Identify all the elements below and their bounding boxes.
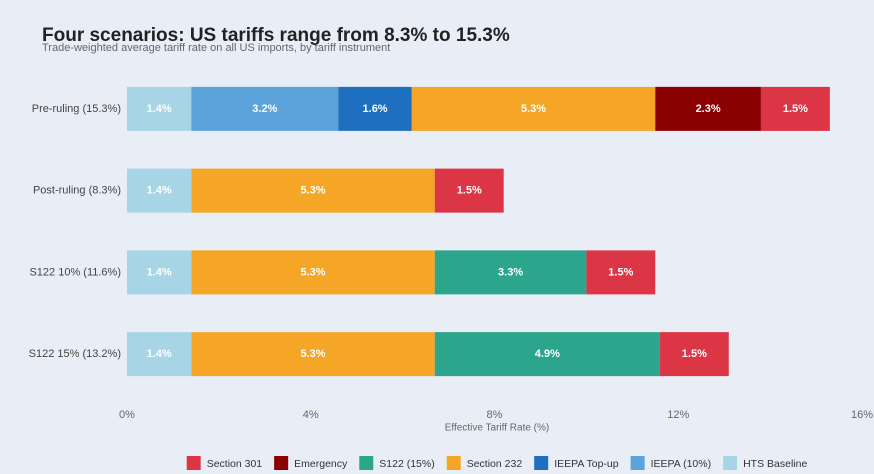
bar-segment [338,86,412,131]
value-label: 1.4% [147,103,172,115]
bar-segment [191,168,435,213]
legend-label: Section 301 [207,458,263,470]
value-label: 1.5% [682,348,707,360]
legend-label: S122 (15%) [379,458,434,470]
x-tick-label: 4% [303,409,319,421]
y-tick-label: Pre-ruling (15.3%) [32,103,121,115]
legend-label: Emergency [294,458,348,470]
y-tick-label: S122 10% (11.6%) [29,266,121,278]
bar-segment [127,168,192,213]
value-label: 1.4% [147,185,172,197]
x-tick-label: 0% [119,409,135,421]
x-tick-label: 8% [487,409,503,421]
legend-label: IEEPA Top-up [554,458,619,470]
chart-title: Four scenarios: US tariffs range from 8.… [42,25,510,46]
value-label: 3.3% [498,266,523,278]
legend-swatch [723,456,738,470]
bar-segment [434,250,587,295]
value-label: 1.5% [457,185,482,197]
value-label: 1.5% [783,103,808,115]
value-label: 2.3% [696,103,721,115]
legend-swatch [630,456,645,470]
y-tick-label: Post-ruling (8.3%) [33,185,121,197]
bar-segment [127,86,192,131]
value-label: 1.6% [363,103,388,115]
bar-segment [191,332,435,377]
value-label: 5.3% [301,348,326,360]
bar-segment [127,332,192,377]
legend-label: Section 232 [467,458,523,470]
legend-label: IEEPA (10%) [651,458,712,470]
value-label: 3.2% [252,103,277,115]
legend-label: HTS Baseline [743,458,807,470]
value-label: 5.3% [521,103,546,115]
bar-segment [434,332,660,377]
legend-swatch [186,456,201,470]
bar-segment [191,250,435,295]
legend-swatch [446,456,461,470]
bar-segment [760,86,830,131]
x-tick-label: 16% [851,409,873,421]
chart-subtitle: Trade-weighted average tariff rate on al… [42,42,390,54]
value-label: 5.3% [301,266,326,278]
bar-segment [411,86,656,131]
x-axis-label: Effective Tariff Rate (%) [445,423,550,434]
legend-swatch [534,456,549,470]
bar-segment [655,86,761,131]
legend-swatch [359,456,374,470]
value-label: 1.5% [608,266,633,278]
value-label: 4.9% [535,348,560,360]
bar-segment [434,168,504,213]
legend-swatch [274,456,289,470]
value-label: 1.4% [147,348,172,360]
bar-segment [191,86,339,131]
bar-segment [127,250,192,295]
bar-segment [659,332,729,377]
x-tick-label: 12% [667,409,689,421]
bar-segment [586,250,656,295]
value-label: 5.3% [301,185,326,197]
value-label: 1.4% [147,266,172,278]
y-tick-label: S122 15% (13.2%) [29,348,121,360]
